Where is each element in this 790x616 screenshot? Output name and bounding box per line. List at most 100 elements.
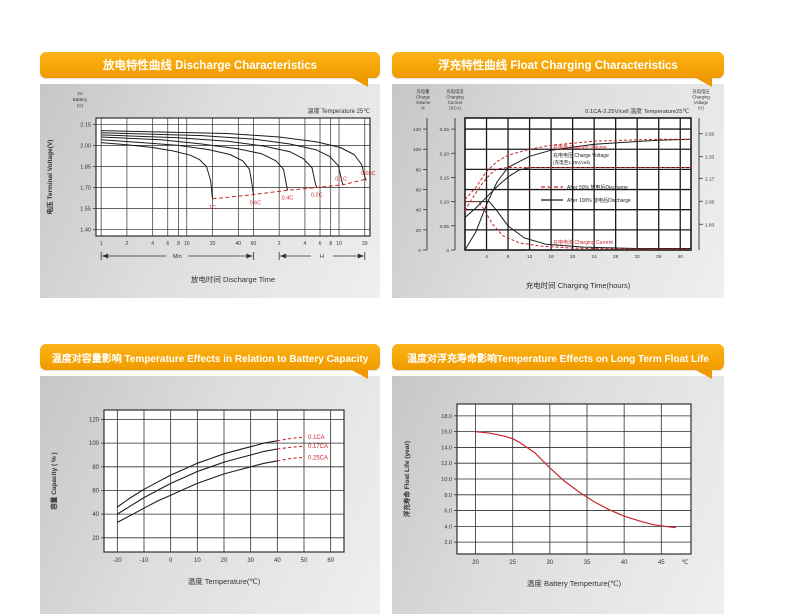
svg-text:-10: -10 xyxy=(140,558,149,564)
float-charging-banner: 浮充特性曲线 Float Charging Characteristics xyxy=(392,52,724,87)
svg-text:40: 40 xyxy=(416,208,422,214)
svg-text:0.20: 0.20 xyxy=(440,151,450,157)
svg-text:1.85: 1.85 xyxy=(80,164,91,170)
svg-text:2.00: 2.00 xyxy=(80,143,91,149)
curve-1C xyxy=(101,142,213,199)
svg-text:电压 Terminal Voltage(V): 电压 Terminal Voltage(V) xyxy=(45,140,54,215)
svg-text:16: 16 xyxy=(548,254,554,260)
capacity-panel: -20 -10 0 10 20 30 40 50 60 120 100 80 60 40 20 容量 Capa… xyxy=(40,376,380,614)
end-voltage-line xyxy=(212,178,367,200)
svg-text:30: 30 xyxy=(247,558,254,564)
svg-text:After 50% 放电后Discharge: After 50% 放电后Discharge xyxy=(567,184,628,191)
svg-text:充电电流: 充电电流 xyxy=(446,88,464,95)
svg-text:10: 10 xyxy=(336,241,342,247)
svg-text:充电电压 Charge Voltage: 充电电压 Charge Voltage xyxy=(553,152,609,159)
svg-text:36: 36 xyxy=(656,254,662,260)
svg-text:40: 40 xyxy=(274,558,281,564)
svg-text:40: 40 xyxy=(236,241,242,247)
svg-text:0: 0 xyxy=(169,558,173,564)
axes: -20 -10 0 10 20 30 40 50 60 120 100 80 60 40 20 容量 Capa… xyxy=(49,417,335,586)
svg-text:120: 120 xyxy=(413,127,421,133)
svg-text:温度 Battery Temperture(℃): 温度 Battery Temperture(℃) xyxy=(527,578,622,588)
svg-text:20: 20 xyxy=(92,536,99,542)
grid xyxy=(464,117,692,251)
svg-text:6: 6 xyxy=(166,241,169,247)
svg-text:8.0: 8.0 xyxy=(444,493,452,499)
svg-text:60: 60 xyxy=(416,188,422,194)
svg-text:1: 1 xyxy=(100,241,103,247)
svg-text:6: 6 xyxy=(319,241,322,247)
discharge-section: 放电特性曲线 Discharge Characteristics 2.15 2.0… xyxy=(40,52,380,298)
svg-text:20: 20 xyxy=(416,228,422,234)
svg-text:0.05: 0.05 xyxy=(440,224,450,230)
curve-0.25CA xyxy=(117,460,278,523)
svg-text:80: 80 xyxy=(416,167,422,173)
svg-text:℃: ℃ xyxy=(682,560,689,566)
float-charging-banner-label: 浮充特性曲线 Float Charging Characteristics xyxy=(438,60,678,72)
svg-text:4.0: 4.0 xyxy=(444,524,452,530)
svg-text:充电量 Charged Volume: 充电量 Charged Volume xyxy=(553,144,607,151)
svg-text:温度 Temperature 25℃: 温度 Temperature 25℃ xyxy=(308,107,371,115)
svg-text:4: 4 xyxy=(304,241,307,247)
svg-text:2.0: 2.0 xyxy=(444,540,452,546)
svg-text:充电时间 Charging Time(hours): 充电时间 Charging Time(hours) xyxy=(526,280,631,290)
float-life-curve xyxy=(475,431,677,529)
discharge-banner-label: 放电特性曲线 Discharge Characteristics xyxy=(102,60,318,72)
svg-text:20: 20 xyxy=(472,560,479,566)
svg-text:4: 4 xyxy=(485,254,488,260)
svg-text:充电量: 充电量 xyxy=(417,88,431,95)
svg-text:(充电至2.25V/cell): (充电至2.25V/cell) xyxy=(553,159,590,166)
curve-0.17CA xyxy=(117,448,278,515)
svg-text:0.1C: 0.1C xyxy=(335,177,347,183)
svg-text:20: 20 xyxy=(221,558,228,564)
float-life-banner-label: 温度对浮充寿命影响Temperature Effects on Long Ter… xyxy=(407,353,709,365)
svg-text:40: 40 xyxy=(621,560,628,566)
svg-text:35: 35 xyxy=(584,560,591,566)
svg-text:1.40: 1.40 xyxy=(80,228,91,234)
svg-text:40: 40 xyxy=(678,254,684,260)
svg-text:1C: 1C xyxy=(209,205,216,211)
svg-text:24: 24 xyxy=(591,254,597,260)
svg-text:-20: -20 xyxy=(113,558,122,564)
svg-text:25: 25 xyxy=(509,560,516,566)
float-life-panel: 18.0 16.0 14.0 12.0 10.0 8.0 6.0 4.0 2.0 20 25 30 35… xyxy=(392,376,724,614)
svg-text:0: 0 xyxy=(446,248,449,254)
float-life-banner: 温度对浮充寿命影响Temperature Effects on Long Ter… xyxy=(392,344,724,379)
svg-text:14.0: 14.0 xyxy=(441,445,452,451)
svg-text:(V): (V) xyxy=(698,106,704,111)
svg-text:8: 8 xyxy=(177,241,180,247)
grid xyxy=(456,403,692,555)
svg-text:60: 60 xyxy=(327,558,334,564)
svg-text:(V): (V) xyxy=(77,103,84,108)
svg-text:0.2C: 0.2C xyxy=(311,193,323,199)
charging-current-100 xyxy=(465,201,691,249)
svg-text:Current: Current xyxy=(448,100,463,105)
curves: 0.1CA 0.17CA 0.25CA xyxy=(116,435,328,523)
svg-text:1.83: 1.83 xyxy=(705,222,715,228)
svg-text:2: 2 xyxy=(126,241,129,247)
float-charging-panel: 120 100 80 60 40 20 0 0.25 0.20 0.15 0.10 0.05 0 2.50… xyxy=(392,84,724,298)
svg-text:20: 20 xyxy=(362,241,368,247)
svg-text:30: 30 xyxy=(547,560,554,566)
svg-text:After 100% 放电后Discharge: After 100% 放电后Discharge xyxy=(567,197,631,204)
svg-text:0: 0 xyxy=(418,248,421,254)
svg-text:容量 Capacity ( % ): 容量 Capacity ( % ) xyxy=(49,452,58,510)
svg-text:2.00: 2.00 xyxy=(705,199,715,205)
svg-text:40: 40 xyxy=(92,512,99,518)
svg-text:0.15: 0.15 xyxy=(440,175,450,181)
svg-text:2.50: 2.50 xyxy=(705,132,715,138)
svg-text:60: 60 xyxy=(92,488,99,494)
svg-text:120: 120 xyxy=(89,417,100,423)
svg-text:32: 32 xyxy=(635,254,641,260)
svg-text:28: 28 xyxy=(613,254,619,260)
svg-text:10: 10 xyxy=(184,241,190,247)
svg-text:8: 8 xyxy=(507,254,510,260)
svg-text:1.55: 1.55 xyxy=(80,207,91,213)
svg-text:18.0: 18.0 xyxy=(441,414,452,420)
svg-text:(XCA): (XCA) xyxy=(449,106,461,111)
capacity-section: 温度对容量影响 Temperature Effects in Relation … xyxy=(40,344,380,614)
svg-text:Min: Min xyxy=(173,254,182,260)
float-charging-section: 浮充特性曲线 Float Charging Characteristics 12… xyxy=(392,52,724,298)
svg-text:0.25CA: 0.25CA xyxy=(308,455,328,461)
